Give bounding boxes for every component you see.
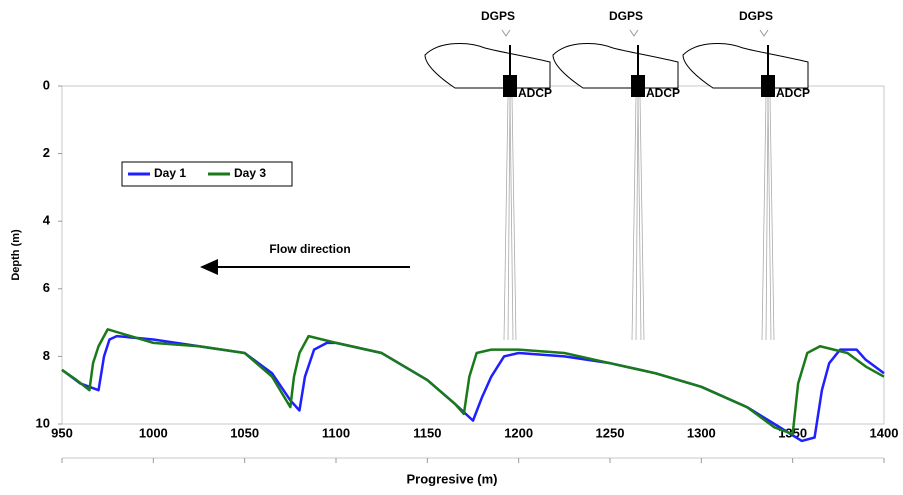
beam — [639, 96, 645, 341]
legend: Day 1 Day 3 — [121, 161, 293, 187]
boat-hull — [552, 43, 679, 89]
flow-arrow-head — [200, 259, 218, 275]
adcp-label: ADCP — [646, 86, 680, 100]
x-tick-label: 950 — [51, 425, 73, 440]
gps-antenna — [629, 29, 639, 37]
boat-hull — [682, 43, 809, 89]
flow-label: Flow direction — [269, 242, 350, 256]
beam — [765, 96, 769, 341]
adcp-label: ADCP — [776, 86, 810, 100]
beam — [511, 96, 517, 341]
boat-hull — [424, 43, 551, 89]
beam — [507, 96, 511, 341]
beam — [635, 96, 639, 341]
x-tick-label: 1400 — [870, 425, 899, 440]
x-axis-title: Progresive (m) — [406, 471, 497, 486]
adcp-unit — [503, 75, 517, 97]
adcp-unit — [761, 75, 775, 97]
gps-label: DGPS — [481, 9, 515, 23]
x-tick-label: 1200 — [504, 425, 533, 440]
y-tick-label: 8 — [43, 348, 50, 363]
gps-label: DGPS — [739, 9, 773, 23]
beam — [509, 96, 514, 341]
x-tick-label: 1000 — [139, 425, 168, 440]
x-tick-label: 1150 — [413, 425, 441, 440]
line — [61, 328, 885, 436]
legend-label: Day 3 — [234, 166, 266, 180]
y-tick-label: 0 — [43, 77, 50, 92]
beam — [761, 96, 767, 341]
gps-label: DGPS — [609, 9, 643, 23]
beam — [631, 96, 637, 341]
y-axis-title: Depth (m) — [10, 229, 22, 281]
boat: DGPS ADCP — [424, 9, 552, 341]
x-tick-label: 1300 — [687, 425, 716, 440]
boat: DGPS ADCP — [682, 9, 810, 341]
adcp-unit — [631, 75, 645, 97]
y-tick-label: 6 — [43, 280, 50, 295]
beam — [767, 96, 772, 341]
gps-antenna — [759, 29, 769, 37]
beam — [769, 96, 775, 341]
legend-box — [121, 161, 293, 187]
beam — [637, 96, 642, 341]
x-tick-label: 1050 — [230, 425, 259, 440]
adcp-label: ADCP — [518, 86, 552, 100]
boat: DGPS ADCP — [552, 9, 680, 341]
gps-antenna — [501, 29, 511, 37]
y-tick-label: 10 — [36, 415, 50, 430]
beam — [503, 96, 509, 341]
x-tick-label: 1250 — [596, 425, 625, 440]
y-tick-label: 2 — [43, 145, 50, 160]
y-tick-label: 4 — [43, 213, 51, 228]
plot-area — [61, 85, 885, 425]
legend-label: Day 1 — [154, 166, 186, 180]
x-tick-label: 1100 — [322, 425, 350, 440]
